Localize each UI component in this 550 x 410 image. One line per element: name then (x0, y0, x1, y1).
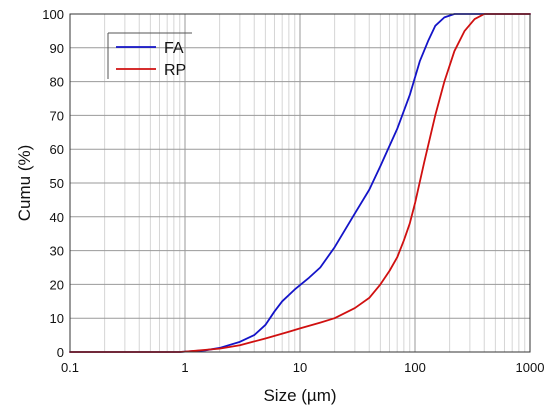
y-tick-labels: 0 10 20 30 40 50 60 70 80 90 100 (42, 7, 64, 360)
y-tick-label: 100 (42, 7, 64, 22)
y-tick-label: 90 (50, 41, 64, 56)
y-tick-label: 40 (50, 210, 64, 225)
y-tick-label: 20 (50, 277, 64, 292)
x-tick-label: 100 (404, 360, 426, 375)
x-axis-title: Size (µm) (263, 386, 336, 405)
y-tick-label: 0 (57, 345, 64, 360)
y-axis-title: Cumu (%) (15, 145, 34, 222)
y-tick-label: 10 (50, 311, 64, 326)
legend-label-fa: FA (164, 40, 184, 57)
legend-label-rp: RP (164, 62, 186, 79)
x-tick-label: 1 (181, 360, 188, 375)
y-tick-label: 30 (50, 244, 64, 259)
x-tick-label: 10 (293, 360, 307, 375)
y-tick-label: 60 (50, 142, 64, 157)
series-line-rp (69, 13, 531, 353)
x-tick-label: 0.1 (61, 360, 79, 375)
x-tick-label: 1000 (516, 360, 545, 375)
legend: FA RP (107, 32, 192, 79)
y-tick-label: 50 (50, 176, 64, 191)
y-tick-label: 80 (50, 75, 64, 90)
y-tick-label: 70 (50, 108, 64, 123)
x-tick-labels: 0.1 1 10 100 1000 (61, 360, 545, 375)
plot-frame (69, 13, 531, 353)
series-layer (69, 13, 531, 353)
